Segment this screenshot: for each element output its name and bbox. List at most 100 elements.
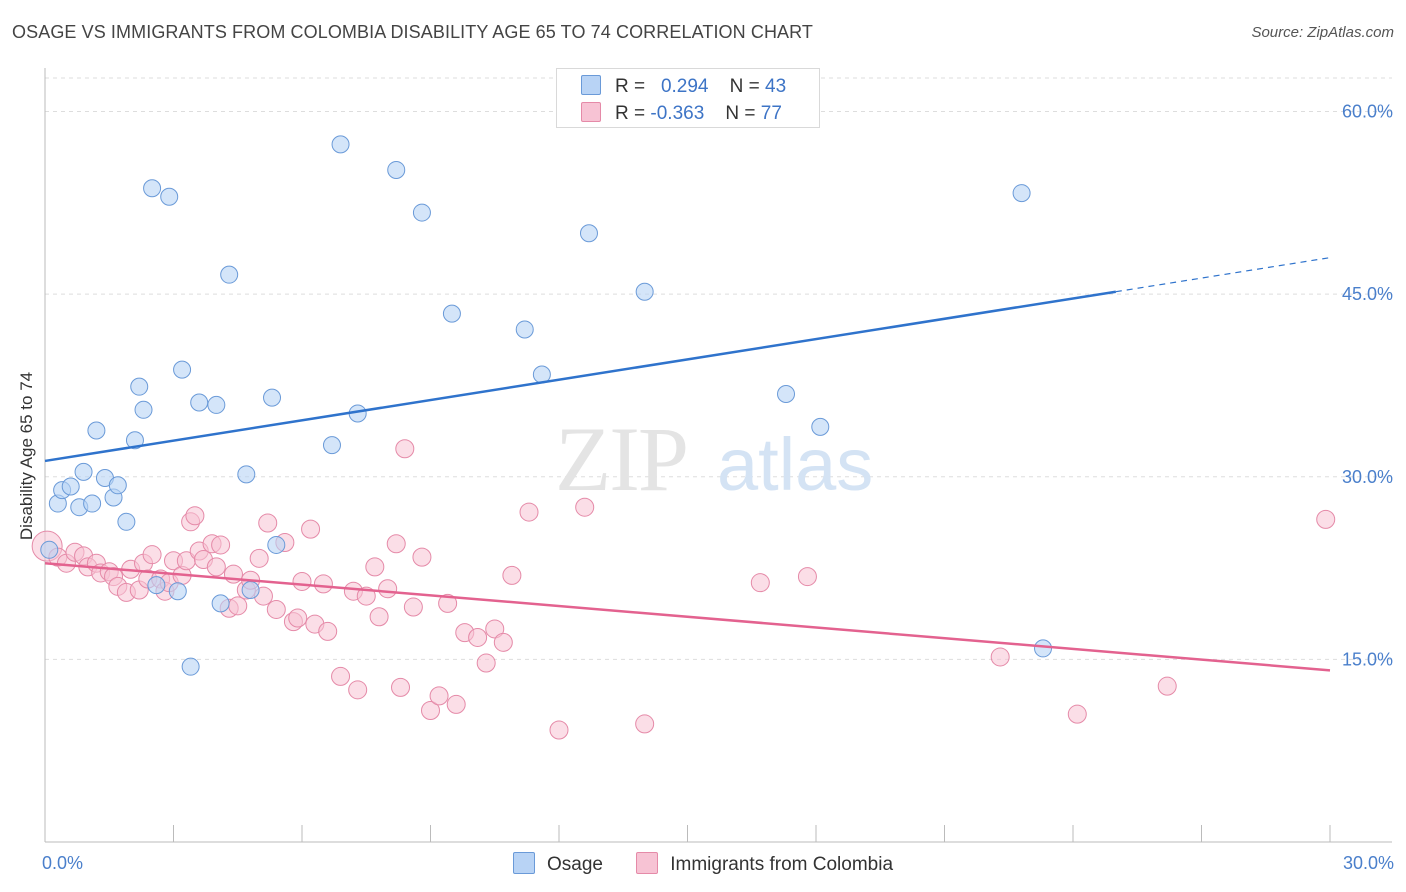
colombia-point [206, 557, 226, 577]
legend-label-colombia: Immigrants from Colombia [670, 854, 894, 875]
axes [44, 68, 1392, 843]
colombia-r-label: R = [615, 103, 646, 124]
osage-point [61, 477, 80, 496]
correlation-legend: R = 0.294 N = 43 R = -0.363 N = 77 [556, 68, 820, 128]
osage-point [207, 395, 226, 414]
colombia-point [403, 597, 423, 617]
osage-point [83, 494, 102, 513]
osage-point [322, 436, 341, 455]
osage-point [442, 304, 461, 323]
colombia-point [1157, 676, 1177, 696]
osage-point [211, 594, 230, 613]
legend-row-colombia: R = -0.363 N = 77 [581, 102, 782, 128]
legend-row-osage: R = 0.294 N = 43 [581, 75, 786, 101]
colombia-point [446, 694, 466, 714]
colombia-point [575, 497, 595, 517]
colombia-point [395, 439, 415, 459]
y-tick-label: 60.0% [1342, 102, 1393, 122]
colombia-point [635, 714, 655, 734]
osage-point [777, 384, 796, 403]
colombia-point [142, 545, 162, 565]
y-tick-label: 45.0% [1342, 284, 1393, 304]
colombia-point [549, 720, 569, 740]
watermark-zip: ZIP [555, 408, 687, 510]
osage-point [117, 512, 136, 531]
colombia-point [468, 627, 488, 647]
colombia-point [421, 701, 440, 721]
colombia-point [348, 680, 368, 700]
osage-point [181, 657, 200, 676]
x-tick-label: 0.0% [42, 853, 83, 873]
osage-trend-line [44, 290, 1117, 463]
osage-point [74, 462, 93, 481]
series-legend: Osage Immigrants from Colombia [0, 852, 1406, 876]
osage-point [331, 135, 350, 154]
osage-point [147, 576, 166, 595]
legend-item-osage: Osage [512, 852, 603, 876]
colombia-point [502, 565, 522, 585]
legend-label-osage: Osage [546, 854, 603, 875]
osage-point [40, 540, 59, 559]
osage-point [130, 377, 149, 396]
colombia-point [378, 579, 398, 599]
colombia-point [288, 608, 308, 628]
colombia-point [313, 574, 333, 594]
colombia-swatch [581, 102, 601, 122]
osage-r-value: 0.294 [660, 76, 709, 97]
tick-labels: 15.0% 30.0% 45.0% 60.0% 0.0% 30.0% [42, 102, 1394, 873]
osage-point [811, 417, 830, 436]
osage-point [108, 476, 127, 495]
colombia-point [476, 653, 496, 673]
osage-point [387, 160, 406, 179]
colombia-point [750, 573, 770, 593]
osage-point [143, 179, 162, 198]
osage-point [190, 393, 209, 412]
colombia-point [429, 686, 449, 706]
colombia-point [1067, 704, 1087, 724]
colombia-n-value: 77 [760, 103, 782, 124]
colombia-point [228, 596, 248, 616]
colombia-point [292, 571, 312, 591]
colombia-point [391, 677, 411, 697]
osage-point [579, 224, 598, 243]
y-tick-label: 15.0% [1342, 649, 1393, 669]
colombia-point [412, 547, 432, 567]
osage-point [1034, 639, 1053, 658]
colombia-point [386, 534, 406, 554]
colombia-point [249, 548, 269, 568]
chart-title: OSAGE VS IMMIGRANTS FROM COLOMBIA DISABI… [12, 22, 814, 42]
osage-point [635, 282, 654, 301]
colombia-point [438, 593, 458, 613]
colombia-point [369, 607, 389, 627]
colombia-point [797, 567, 817, 587]
trend-lines [44, 257, 1331, 672]
osage-r-label: R = [615, 76, 646, 97]
x-tick-label: 30.0% [1343, 853, 1394, 873]
legend-swatch-osage [512, 852, 535, 874]
osage-point [220, 265, 239, 284]
colombia-point [258, 513, 278, 533]
osage-point [87, 421, 106, 440]
colombia-point [990, 647, 1010, 667]
legend-item-colombia: Immigrants from Colombia [636, 852, 893, 876]
y-axis-label: Disability Age 65 to 74 [17, 372, 36, 540]
osage-trend-extension [1115, 257, 1331, 293]
colombia-point [211, 535, 231, 555]
colombia-point [318, 621, 338, 641]
colombia-point [185, 506, 205, 526]
colombia-point [493, 632, 513, 652]
watermark: ZIP atlas [555, 408, 873, 510]
watermark-atlas: atlas [717, 423, 873, 506]
osage-n-value: 43 [765, 76, 787, 97]
colombia-point [266, 599, 286, 619]
colombia-point [485, 619, 505, 639]
colombia-points [31, 439, 1336, 740]
colombia-r-value: -0.363 [650, 103, 705, 124]
osage-point [515, 320, 534, 339]
colombia-n-label: N = [725, 103, 756, 124]
osage-point [241, 580, 260, 599]
colombia-point [365, 557, 385, 577]
osage-point [412, 203, 431, 222]
source-label: Source: ZipAtlas.com [1251, 24, 1394, 41]
